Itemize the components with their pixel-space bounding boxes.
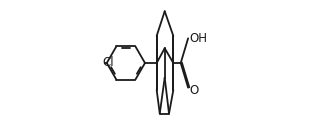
Text: O: O (190, 84, 199, 97)
Text: OH: OH (189, 32, 207, 45)
Text: Cl: Cl (102, 56, 114, 70)
